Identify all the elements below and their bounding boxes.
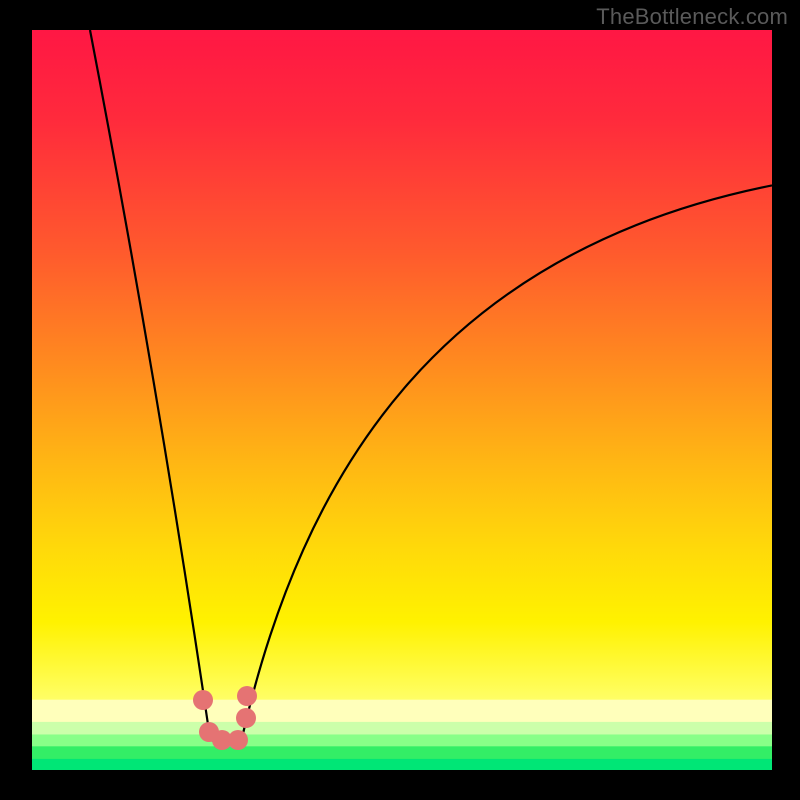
bottleneck-chart: TheBottleneck.com: [0, 0, 800, 800]
marker-dot: [193, 690, 213, 710]
marker-dot: [228, 730, 248, 750]
chart-svg: [0, 0, 800, 800]
marker-dot: [237, 686, 257, 706]
plot-gradient-background: [32, 30, 772, 770]
bottom-color-band: [32, 700, 772, 770]
watermark-text: TheBottleneck.com: [596, 4, 788, 30]
marker-dot: [236, 708, 256, 728]
